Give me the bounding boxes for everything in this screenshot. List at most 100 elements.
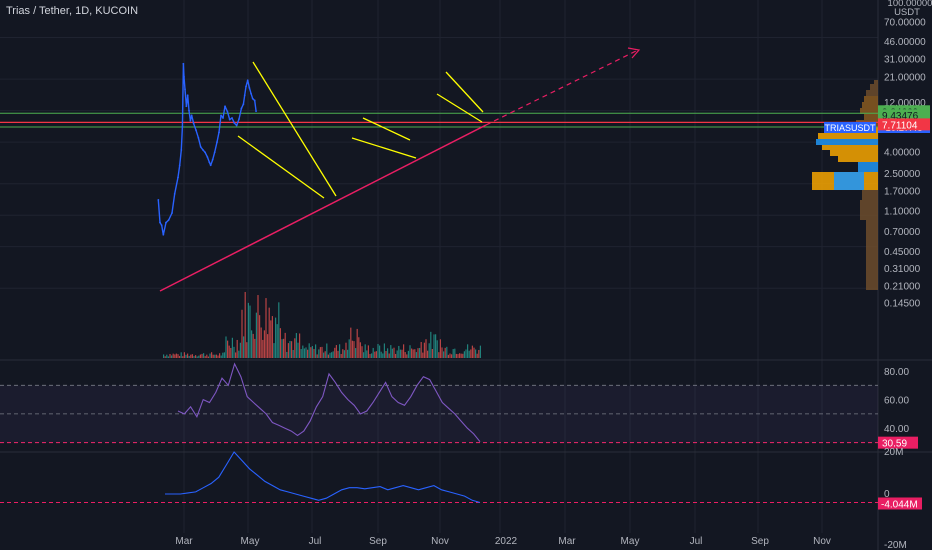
price-point: [224, 105, 226, 108]
profile-bar: [864, 114, 878, 120]
price-point: [209, 164, 212, 167]
volume-bar: [185, 354, 187, 358]
volume-bar: [478, 349, 480, 358]
volume-bar: [399, 349, 401, 358]
profile-bar: [870, 84, 878, 90]
profile-bar: [874, 80, 878, 84]
volume-bar: [244, 291, 246, 358]
volume-bar: [260, 327, 262, 358]
volume-bar: [433, 334, 435, 358]
volume-bar: [182, 356, 184, 358]
price-point: [190, 114, 193, 117]
level-tag: [878, 118, 930, 131]
symbol-title[interactable]: Trias / Tether, 1D, KUCOIN: [6, 5, 139, 17]
volume-bar: [393, 347, 395, 358]
rsi-line: [177, 362, 481, 443]
volume-bar: [468, 350, 470, 358]
volume-bar: [215, 354, 217, 358]
price-point: [238, 118, 240, 120]
volume-bar: [171, 355, 173, 358]
volume-bar: [187, 353, 189, 358]
price-point: [173, 192, 176, 195]
level-tag: [878, 109, 930, 122]
volume-bar: [463, 351, 465, 358]
volume-bar: [436, 340, 438, 358]
volume-bar: [163, 354, 165, 358]
volume-bar: [255, 312, 257, 358]
trend-drawings: [159, 47, 641, 292]
volume-bar: [422, 352, 424, 358]
time-tick-label: Nov: [813, 536, 831, 547]
volume-bar: [167, 356, 169, 358]
volume-bar: [326, 343, 328, 358]
price-levels: [0, 112, 878, 128]
volume-bar: [278, 302, 280, 358]
volume-bar: [198, 355, 200, 358]
volume-bar: [302, 345, 304, 358]
price-point: [250, 92, 252, 95]
volume-bar: [180, 352, 182, 358]
price-point: [226, 110, 229, 113]
volume-bar: [401, 349, 403, 358]
time-tick-label: Nov: [431, 536, 449, 547]
time-tick-label: May: [621, 536, 640, 547]
price-series: [157, 62, 257, 236]
price-point: [185, 105, 188, 108]
volume-bar: [315, 344, 317, 358]
volume-bar: [350, 327, 352, 358]
volume-bar: [388, 353, 390, 358]
volume-bar: [319, 347, 321, 358]
volume-bar: [247, 302, 249, 358]
volume-bar: [286, 351, 288, 358]
volume-bar: [235, 352, 237, 358]
volume-bar: [329, 352, 331, 358]
volume-bar: [407, 350, 409, 358]
price-point: [199, 145, 202, 148]
volume-bar: [191, 354, 193, 358]
time-axis[interactable]: Mar May Jul Sep Nov 2022 Mar May Jul Sep Nov: [175, 536, 831, 547]
price-tick-label: 70.00000: [884, 18, 926, 29]
price-point: [204, 151, 206, 154]
volume-bar: [246, 342, 248, 358]
volume-bar: [345, 342, 347, 358]
volume-bar: [183, 352, 185, 358]
price-tick-label: 31.00000: [884, 55, 926, 66]
volume-bar: [233, 346, 235, 358]
price-point: [178, 164, 181, 167]
volume-bar: [207, 356, 209, 358]
time-tick-label: Jul: [690, 536, 703, 547]
rsi-tick-label: 80.00: [884, 367, 909, 378]
rsi-band: [0, 385, 878, 443]
symbol-tag: [824, 122, 876, 133]
volume-bar: [454, 348, 456, 358]
volume-bar: [380, 351, 382, 358]
volume-bar: [339, 344, 341, 358]
profile-bar: [834, 172, 864, 190]
volume-bar: [403, 344, 405, 358]
price-point: [246, 79, 249, 82]
obv-last-label: -4.044M: [881, 499, 918, 510]
volume-bar: [351, 340, 353, 358]
volume-bar: [203, 353, 205, 358]
profile-bar: [818, 133, 878, 139]
volume-bar: [390, 345, 392, 358]
volume-bar: [441, 347, 443, 358]
axis-currency-label: USDT: [894, 7, 920, 18]
price-tick-label: 0.31000: [884, 264, 921, 275]
price-point: [248, 86, 251, 89]
price-point: [189, 119, 192, 122]
price-point: [165, 221, 167, 224]
volume-bar: [359, 342, 361, 358]
volume-bar: [382, 353, 384, 358]
volume-bar: [222, 352, 224, 358]
price-point: [160, 224, 163, 227]
volume-bar: [179, 355, 181, 358]
time-tick-label: Mar: [175, 536, 193, 547]
obv-pane: [0, 451, 878, 504]
price-tick-label: 4.00000: [884, 148, 921, 159]
volume-bar: [446, 346, 448, 358]
volume-bar: [431, 348, 433, 358]
price-point: [192, 122, 195, 125]
